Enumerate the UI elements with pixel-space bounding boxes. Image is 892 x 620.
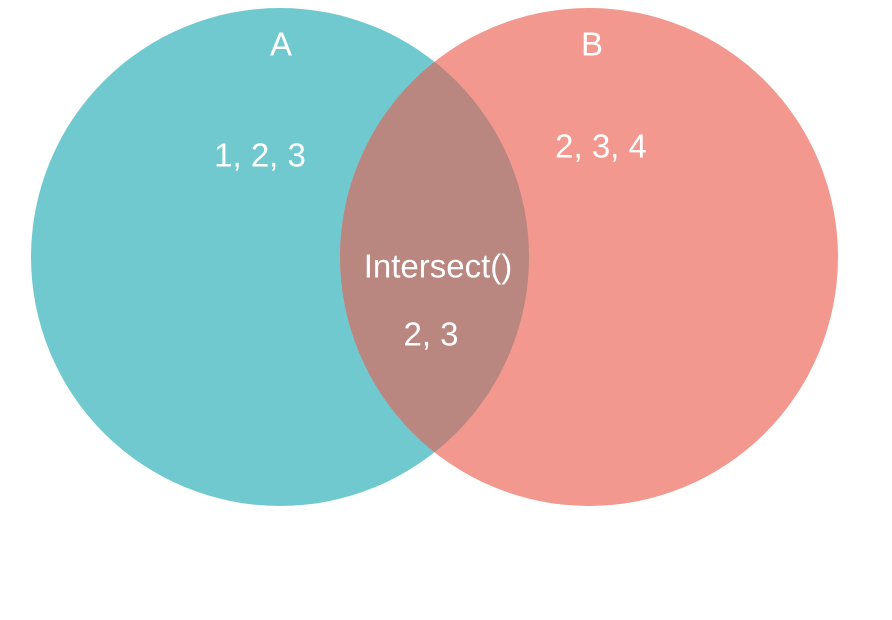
set-b-items: 2, 3, 4 (555, 128, 647, 165)
set-b-label: B (581, 26, 603, 63)
intersection-region[interactable] (340, 8, 838, 506)
intersection-label: Intersect() (364, 248, 513, 285)
set-a-items: 1, 2, 3 (214, 137, 306, 174)
intersection-items: 2, 3 (403, 316, 458, 353)
set-a-label: A (270, 26, 292, 63)
